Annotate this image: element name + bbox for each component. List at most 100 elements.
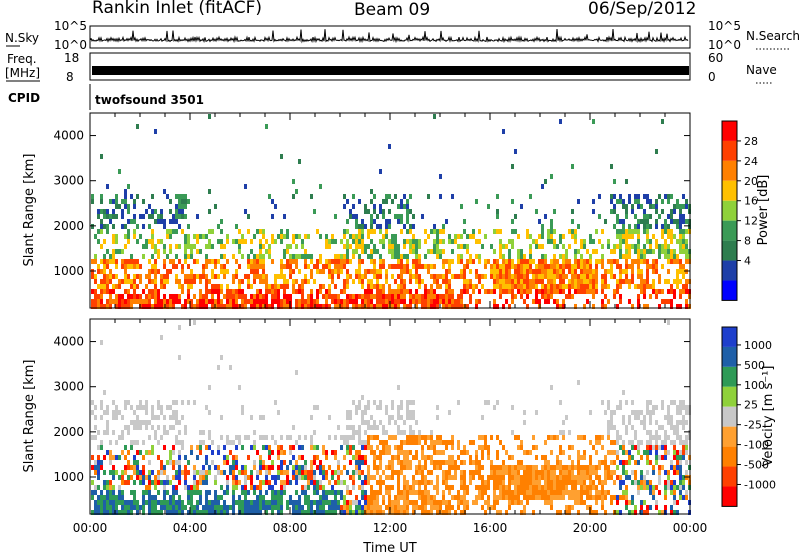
- rti-cell: [331, 470, 334, 475]
- rti-cell: [550, 239, 553, 244]
- rti-cell: [685, 435, 688, 440]
- rti-cell: [367, 279, 370, 284]
- rti-cell: [217, 239, 220, 244]
- rti-cell: [625, 269, 628, 274]
- rti-cell: [220, 239, 223, 244]
- rti-cell: [400, 259, 403, 264]
- rti-cell: [541, 294, 544, 299]
- rti-cell: [295, 264, 298, 269]
- rti-cell: [307, 475, 310, 480]
- rti-cell: [511, 490, 514, 495]
- rti-cell: [571, 465, 574, 470]
- rti-cell: [346, 294, 349, 299]
- rti-cell: [247, 475, 250, 480]
- rti-cell: [574, 304, 577, 309]
- rti-cell: [559, 485, 562, 490]
- rti-cell: [493, 304, 496, 309]
- rti-cell: [529, 194, 532, 199]
- rti-cell: [136, 420, 139, 425]
- rti-cell: [496, 259, 499, 264]
- rti-cell: [307, 264, 310, 269]
- rti-cell: [406, 229, 409, 234]
- rti-cell: [97, 304, 100, 309]
- rti-cell: [253, 259, 256, 264]
- rti-cell: [562, 284, 565, 289]
- rti-cell: [340, 495, 343, 500]
- rti-cell: [265, 470, 268, 475]
- rti-cell: [295, 299, 298, 304]
- rti-cell: [622, 465, 625, 470]
- rti-cell: [334, 254, 337, 259]
- rti-cell: [118, 435, 121, 440]
- rti-cell: [577, 435, 580, 440]
- rti-cell: [541, 224, 544, 229]
- rti-cell: [343, 229, 346, 234]
- rti-cell: [178, 279, 181, 284]
- rti-cell: [643, 254, 646, 259]
- rti-cell: [355, 244, 358, 249]
- rti-cell: [574, 485, 577, 490]
- rti-cell: [277, 274, 280, 279]
- rti-cell: [646, 264, 649, 269]
- rti-cell: [493, 485, 496, 490]
- rti-cell: [550, 174, 553, 179]
- rti-cell: [304, 304, 307, 309]
- rti-cell: [184, 234, 187, 239]
- rti-cell: [652, 204, 655, 209]
- rti-cell: [601, 505, 604, 510]
- rti-cell: [355, 470, 358, 475]
- rti-cell: [334, 259, 337, 264]
- rti-cell: [211, 289, 214, 294]
- rti-cell: [133, 299, 136, 304]
- rti-cell: [433, 229, 436, 234]
- rti-cell: [142, 505, 145, 510]
- rti-cell: [115, 199, 118, 204]
- rti-cell: [436, 254, 439, 259]
- rti-cell: [223, 269, 226, 274]
- rti-cell: [337, 505, 340, 510]
- rti-cell: [145, 450, 148, 455]
- rti-cell: [592, 445, 595, 450]
- rti-cell: [253, 430, 256, 435]
- rti-cell: [463, 495, 466, 500]
- rti-cell: [166, 299, 169, 304]
- rti-cell: [682, 284, 685, 289]
- rti-cell: [112, 284, 115, 289]
- rti-cell: [649, 224, 652, 229]
- rti-cell: [313, 445, 316, 450]
- rti-cell: [505, 465, 508, 470]
- rti-cell: [511, 470, 514, 475]
- rti-cell: [217, 500, 220, 505]
- rti-cell: [112, 199, 115, 204]
- rti-cell: [223, 264, 226, 269]
- rti-cell: [133, 495, 136, 500]
- rti-cell: [382, 430, 385, 435]
- rti-cell: [433, 244, 436, 249]
- rti-cell: [445, 294, 448, 299]
- rti-cell: [277, 475, 280, 480]
- rti-cell: [685, 440, 688, 445]
- rti-cell: [574, 269, 577, 274]
- colorbar-tick-label: 500: [744, 359, 765, 372]
- rti-cell: [421, 455, 424, 460]
- velocity-y-axis-label: Slant Range [km]: [22, 360, 37, 473]
- rti-cell: [373, 249, 376, 254]
- rti-cell: [379, 264, 382, 269]
- rti-cell: [550, 480, 553, 485]
- rti-cell: [325, 239, 328, 244]
- rti-cell: [331, 274, 334, 279]
- rti-cell: [151, 229, 154, 234]
- rti-cell: [652, 405, 655, 410]
- rti-cell: [361, 234, 364, 239]
- rti-cell: [280, 259, 283, 264]
- rti-cell: [595, 470, 598, 475]
- rti-cell: [196, 500, 199, 505]
- rti-cell: [151, 254, 154, 259]
- rti-cell: [388, 249, 391, 254]
- rti-cell: [274, 239, 277, 244]
- rti-cell: [625, 274, 628, 279]
- rti-cell: [631, 304, 634, 309]
- rti-cell: [463, 450, 466, 455]
- rti-cell: [481, 435, 484, 440]
- rti-cell: [571, 490, 574, 495]
